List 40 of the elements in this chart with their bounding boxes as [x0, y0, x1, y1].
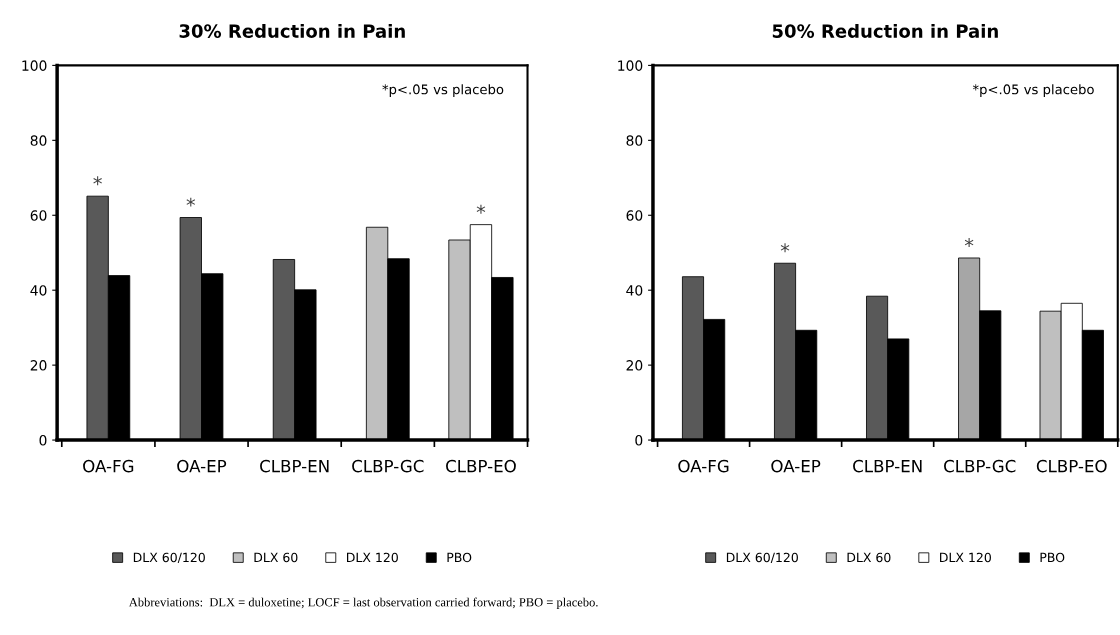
x-tick-label: OA-FG [83, 459, 134, 473]
y-tick-label: 80 [626, 135, 643, 146]
annotation: * [780, 243, 790, 253]
legend-label: DLX 60 [847, 552, 891, 563]
y-tick-label: 0 [635, 435, 643, 446]
x-tick-label: OA-EP [771, 459, 821, 473]
annotation: * [93, 176, 102, 186]
x-tick-label: OA-EP [177, 459, 227, 473]
x-tick-label: CLBP-GC [944, 459, 1016, 473]
legend-label: DLX 60 [254, 552, 298, 563]
y-tick-label: 80 [30, 135, 47, 146]
x-tick-label: CLBP-GC [352, 459, 424, 473]
y-tick-label: 60 [626, 210, 643, 221]
annotation: * [964, 238, 974, 247]
annotation: *p<.05 vs placebo [972, 84, 1094, 97]
x-tick-label: CLBP-EO [446, 459, 516, 473]
x-tick-label: OA-FG [678, 459, 729, 473]
x-tick-label: CLBP-EN [260, 459, 329, 473]
y-tick-label: 40 [626, 285, 643, 296]
annotation: *p<.05 vs placebo [382, 84, 504, 97]
y-tick-label: 20 [30, 360, 47, 371]
x-tick-label: CLBP-EN [853, 459, 922, 473]
annotation: * [186, 197, 196, 207]
y-tick-label: 0 [39, 435, 47, 446]
y-tick-label: 60 [30, 210, 47, 221]
legend-label: DLX 120 [347, 552, 398, 563]
chart-title: 50% Reduction in Pain [772, 23, 998, 38]
y-tick-label: 40 [30, 285, 47, 296]
legend-label: PBO [447, 552, 472, 563]
annotation: * [476, 204, 486, 214]
y-tick-label: 20 [626, 360, 643, 371]
legend-label: PBO [1040, 552, 1065, 563]
x-tick-label: CLBP-EO [1036, 459, 1107, 473]
y-tick-label: 100 [618, 60, 643, 71]
y-tick-label: 100 [22, 60, 47, 71]
chart-title: 30% Reduction in Pain [179, 23, 405, 38]
legend-label: DLX 60/120 [726, 552, 798, 564]
text: Abbreviations: DLX = duloxetine; LOCF = last observation carried forward; PBO = placebo. [128, 597, 598, 609]
legend-label: DLX 60/120 [133, 552, 205, 564]
legend-label: DLX 120 [940, 552, 991, 563]
